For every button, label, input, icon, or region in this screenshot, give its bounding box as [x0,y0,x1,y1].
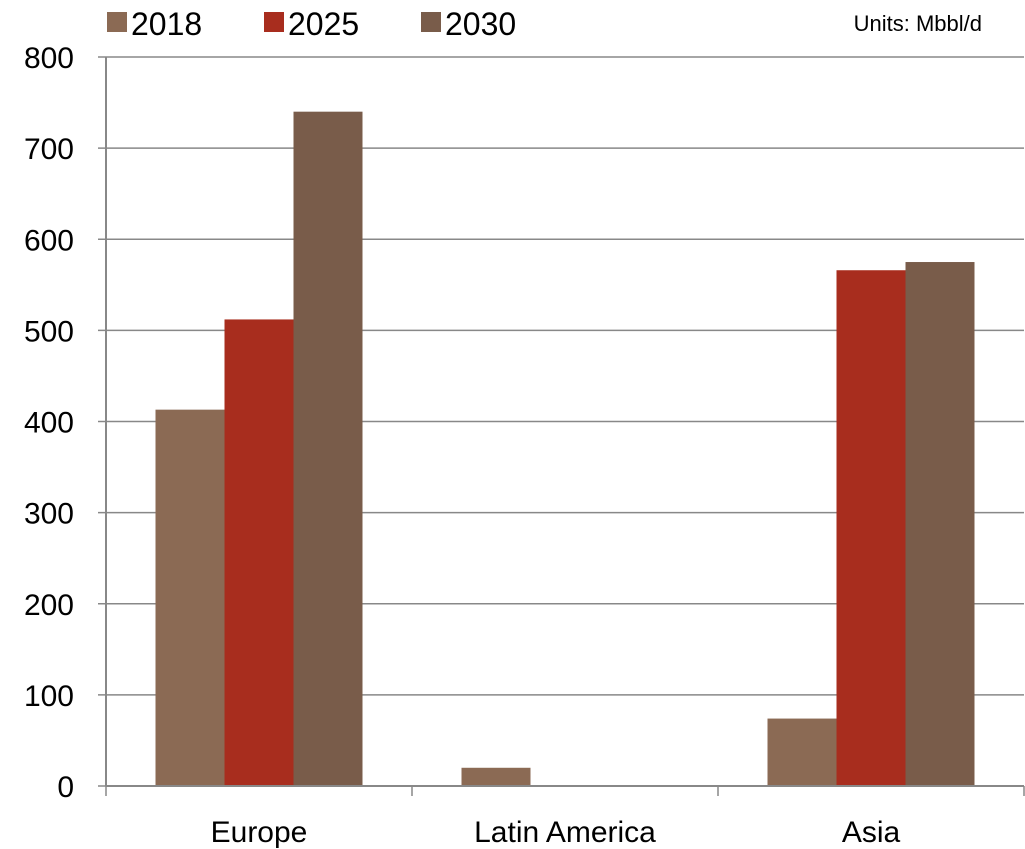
x-tick-label: Europe [211,816,308,849]
y-tick-label: 500 [24,315,74,348]
legend-swatch-2018 [107,12,127,32]
legend-swatch-2030 [421,12,441,32]
bars [155,111,975,787]
x-tick-label: Asia [842,816,901,849]
legend: 2018 2025 2030 [107,6,516,42]
y-tick-label: 600 [24,224,74,257]
legend-label-2018: 2018 [131,6,202,42]
y-tick-label: 700 [24,133,74,166]
bar-latin-america-2018 [461,767,531,786]
x-tick-label: Latin America [474,816,656,849]
x-tick-labels: Europe Latin America Asia [105,786,1025,849]
bar-asia-2030 [905,262,975,786]
bar-europe-2018 [155,409,225,786]
legend-label-2030: 2030 [445,6,516,42]
y-tick-label: 0 [57,771,74,804]
y-tick-label: 100 [24,680,74,713]
bar-asia-2025 [836,270,906,786]
y-tick-label: 400 [24,407,74,440]
bar-asia-2018 [767,718,837,786]
legend-swatch-2025 [264,12,284,32]
axes [105,57,1024,787]
y-tick-labels: 0 100 200 300 400 500 600 700 800 [24,42,74,804]
units-note: Units: Mbbl/d [854,11,982,36]
bar-europe-2025 [224,319,294,786]
y-tick-label: 200 [24,589,74,622]
y-tick-label: 800 [24,42,74,75]
y-tick-label: 300 [24,498,74,531]
legend-label-2025: 2025 [288,6,359,42]
bar-europe-2030 [293,111,363,787]
